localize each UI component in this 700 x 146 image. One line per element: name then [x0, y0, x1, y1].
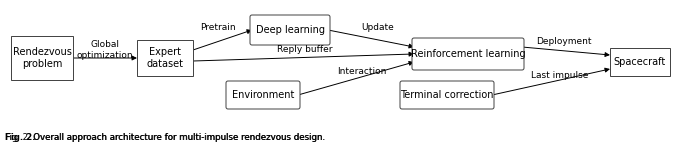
FancyBboxPatch shape: [250, 15, 330, 45]
Text: Spacecraft: Spacecraft: [614, 57, 666, 67]
Text: Global
optimization: Global optimization: [77, 40, 133, 60]
Text: Reinforcement learning: Reinforcement learning: [411, 49, 525, 59]
Text: Deployment: Deployment: [536, 38, 592, 46]
Text: Pretrain: Pretrain: [200, 22, 236, 32]
Text: Overall approach architecture for multi-impulse rendezvous design.: Overall approach architecture for multi-…: [33, 133, 325, 142]
FancyBboxPatch shape: [137, 40, 193, 76]
Text: Reply buffer: Reply buffer: [277, 46, 332, 54]
Text: Deep learning: Deep learning: [256, 25, 325, 35]
FancyBboxPatch shape: [11, 36, 73, 80]
Text: Last impulse: Last impulse: [531, 72, 589, 80]
FancyBboxPatch shape: [226, 81, 300, 109]
FancyBboxPatch shape: [400, 81, 494, 109]
Text: Environment: Environment: [232, 90, 294, 100]
Text: Update: Update: [362, 24, 394, 33]
Text: Fig. 2.: Fig. 2.: [5, 133, 36, 142]
Text: Rendezvous
problem: Rendezvous problem: [13, 47, 71, 69]
Text: Expert
dataset: Expert dataset: [146, 47, 183, 69]
Text: Terminal correction: Terminal correction: [400, 90, 494, 100]
Text: Interaction: Interaction: [337, 67, 386, 77]
FancyBboxPatch shape: [412, 38, 524, 70]
Text: Fig. 2. Overall approach architecture for multi-impulse rendezvous design.: Fig. 2. Overall approach architecture fo…: [5, 133, 326, 142]
FancyBboxPatch shape: [610, 48, 670, 76]
